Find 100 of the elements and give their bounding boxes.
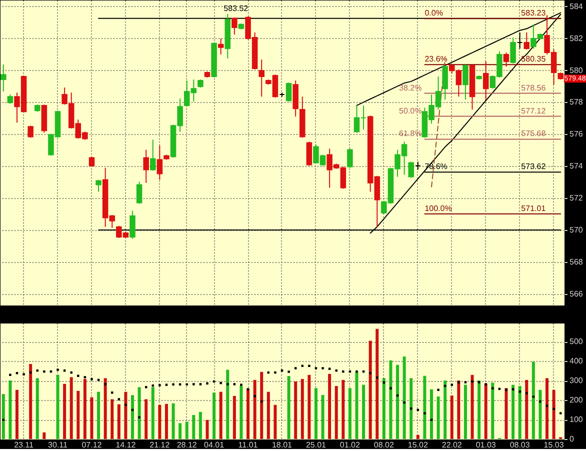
bar [192, 415, 196, 439]
y-tick-label: 0 [570, 434, 574, 444]
bar [212, 392, 216, 439]
bar [342, 380, 345, 439]
y-tick-label: 572 [570, 194, 584, 203]
bar [525, 380, 528, 439]
x-tick-label: 28.12 [176, 440, 198, 450]
bar [389, 360, 392, 439]
bar [430, 389, 433, 439]
bar [410, 378, 413, 439]
bar [512, 384, 515, 439]
bar [300, 378, 304, 439]
bar [484, 384, 488, 439]
y-tick-label: 200 [570, 396, 584, 405]
candlestick [292, 80, 298, 118]
bar [178, 423, 182, 439]
candlestick [96, 179, 102, 192]
y-tick-label: 400 [570, 356, 584, 366]
bar [470, 374, 474, 439]
series-label: 38.2% [399, 83, 422, 92]
x-tick-label: 04.01 [204, 440, 225, 450]
bar [219, 392, 222, 439]
y-tick-label: 576 [570, 130, 584, 139]
candlestick [130, 210, 136, 240]
candlestick [524, 32, 530, 50]
bar [294, 381, 298, 439]
candlestick [286, 82, 292, 102]
bar [260, 372, 264, 439]
candlestick [136, 181, 142, 204]
bar [538, 390, 542, 439]
bar [97, 392, 100, 439]
bar [334, 386, 338, 439]
candlestick [258, 59, 264, 98]
candlestick [482, 60, 489, 100]
bar [110, 399, 114, 439]
bar [362, 384, 366, 439]
bar [308, 374, 311, 439]
series-label: 50.0% [399, 106, 422, 116]
candlestick [516, 32, 523, 50]
bar [402, 356, 406, 439]
x-tick-label: 30.11 [48, 440, 68, 450]
bar [42, 432, 46, 439]
y-tick-label: 300 [570, 376, 584, 386]
x-tick-label: 14.12 [116, 440, 136, 450]
bar [552, 390, 556, 439]
bar [328, 374, 332, 439]
bar [29, 364, 32, 439]
bar [368, 340, 372, 439]
x-tick-label: 01.02 [340, 440, 361, 450]
candlestick [218, 38, 224, 55]
bar [36, 378, 39, 439]
bar [164, 404, 168, 439]
candlestick [143, 149, 149, 184]
y-tick-label: 568 [570, 257, 584, 266]
bar [138, 387, 141, 439]
candlestick [232, 16, 238, 35]
bar [144, 399, 148, 439]
bar [63, 384, 66, 439]
bar [253, 380, 256, 439]
candlestick [347, 148, 353, 168]
bar [444, 380, 447, 439]
data-label: 580.35 [521, 54, 546, 64]
y-tick-label: 582 [570, 34, 584, 43]
bar [348, 388, 352, 439]
y-tick-label: 100 [570, 415, 584, 424]
candlestick [0, 64, 6, 92]
candlestick [28, 125, 34, 138]
x-tick-label: 15.02 [408, 440, 428, 450]
x-tick-label: 25.01 [306, 440, 327, 450]
data-label: 573.62 [521, 162, 546, 172]
bar [416, 434, 420, 439]
data-label: 577.12 [521, 106, 546, 116]
bar [546, 378, 549, 439]
candlestick [442, 64, 448, 100]
bar [423, 376, 426, 439]
bar [172, 403, 175, 439]
bar [478, 380, 481, 439]
candlestick [150, 139, 156, 172]
bar [70, 377, 73, 439]
bar [185, 422, 188, 439]
x-tick-label: 21.12 [150, 440, 170, 450]
bar [266, 392, 270, 439]
x-tick-label: 07.12 [82, 440, 102, 450]
bar [287, 376, 290, 439]
bar [2, 394, 5, 439]
candlestick [503, 52, 510, 68]
series-label: 23.6% [424, 54, 448, 64]
candlestick [7, 94, 14, 104]
candlestick [156, 145, 163, 180]
series-label: 0.0% [424, 8, 443, 18]
bar [321, 394, 324, 439]
bar [274, 404, 277, 439]
bar [382, 378, 386, 439]
x-tick-label: 08.02 [374, 440, 394, 450]
bar [131, 395, 134, 439]
bar [450, 396, 454, 439]
bar [124, 392, 128, 439]
x-tick-label: 01.03 [476, 440, 496, 450]
x-tick-label: 11.01 [238, 440, 258, 450]
bar [532, 362, 535, 439]
